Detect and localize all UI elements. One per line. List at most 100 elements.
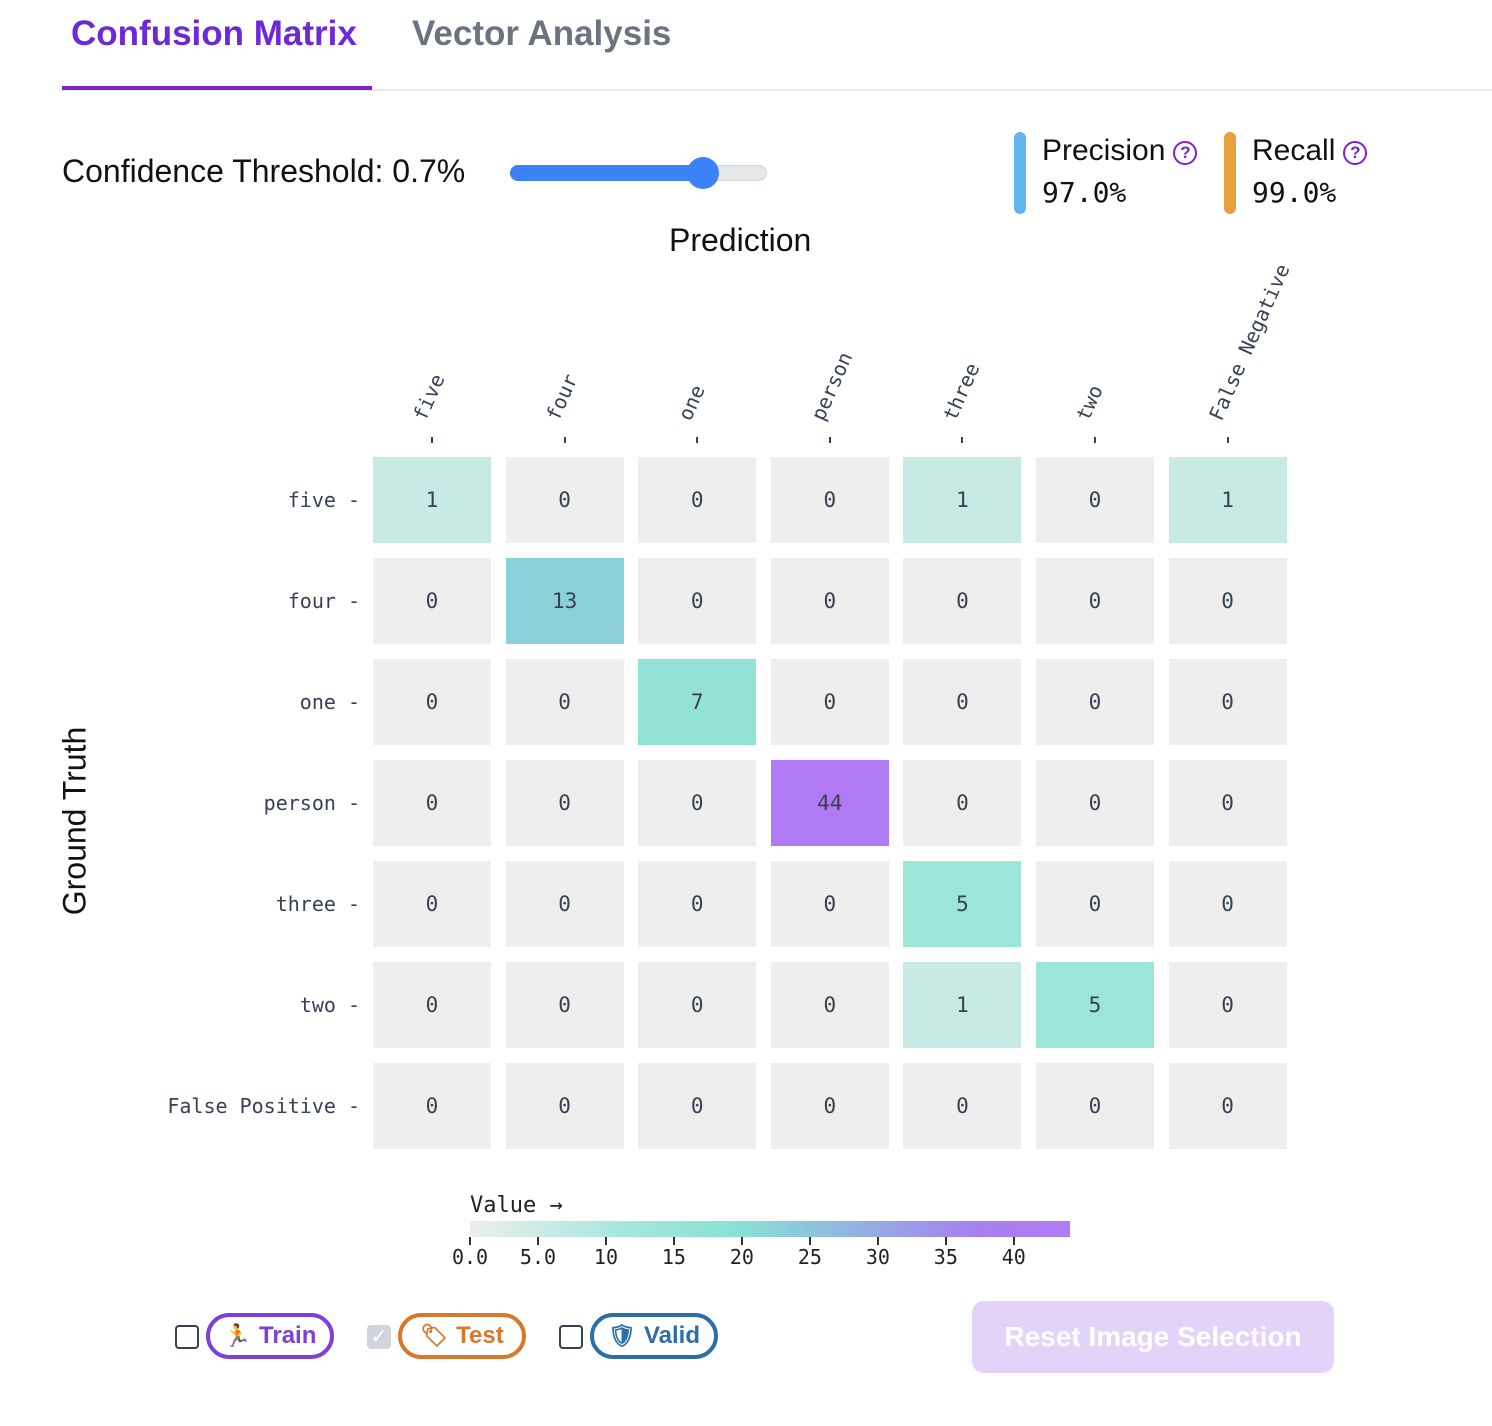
- matrix-cell[interactable]: 0: [638, 962, 757, 1048]
- column-label: five: [408, 370, 450, 424]
- question-circle-icon[interactable]: ?: [1343, 141, 1368, 165]
- matrix-cell[interactable]: 0: [903, 1063, 1022, 1149]
- test-filter-pill[interactable]: 🏷 Test: [398, 1313, 526, 1359]
- column-label: one: [673, 381, 710, 424]
- matrix-cell[interactable]: 0: [1168, 558, 1287, 644]
- precision-color-bar: [1014, 132, 1026, 214]
- matrix-cell[interactable]: 0: [1168, 760, 1287, 846]
- matrix-cell[interactable]: 0: [373, 962, 491, 1048]
- matrix-cell[interactable]: 7: [638, 659, 757, 745]
- matrix-cell[interactable]: 0: [1168, 659, 1287, 745]
- colorscale-tick-label: 30: [865, 1245, 890, 1269]
- train-checkbox[interactable]: [175, 1325, 199, 1349]
- tag-icon: 🏷: [420, 1323, 449, 1348]
- active-tab-indicator: [62, 86, 372, 90]
- recall-color-bar: [1224, 132, 1236, 214]
- colorscale-tick: [604, 1237, 607, 1245]
- matrix-cell[interactable]: 0: [505, 457, 624, 543]
- colorscale-tick: [876, 1237, 879, 1245]
- valid-label: Valid: [643, 1322, 700, 1349]
- column-label: four: [540, 370, 583, 424]
- matrix-cell[interactable]: 1: [903, 962, 1022, 1048]
- matrix-cell[interactable]: 13: [505, 558, 624, 644]
- precision-value: 97.0%: [1042, 176, 1127, 209]
- question-circle-icon[interactable]: ?: [1173, 141, 1198, 165]
- train-label: Train: [259, 1322, 317, 1349]
- confidence-threshold-slider[interactable]: [510, 157, 767, 189]
- reset-image-selection-button[interactable]: Reset Image Selection: [972, 1301, 1334, 1373]
- matrix-cell[interactable]: 0: [373, 659, 491, 745]
- matrix-cell[interactable]: 0: [903, 558, 1022, 644]
- matrix-cell[interactable]: 0: [903, 760, 1022, 846]
- matrix-cell[interactable]: 0: [1036, 760, 1154, 846]
- matrix-cell[interactable]: 0: [638, 861, 757, 947]
- colorscale-tick-label: 0.0: [451, 1245, 489, 1269]
- colorscale-tick: [536, 1237, 539, 1245]
- colorscale-tick-label: 40: [1001, 1245, 1026, 1269]
- colorscale-tick: [740, 1237, 743, 1245]
- column-label: False Negative: [1203, 260, 1295, 424]
- matrix-cell[interactable]: 0: [505, 760, 624, 846]
- column-label: two: [1071, 381, 1108, 424]
- colorscale-tick-label: 5.0: [519, 1245, 557, 1269]
- matrix-cell[interactable]: 0: [770, 861, 889, 947]
- matrix-cell[interactable]: 0: [505, 1063, 624, 1149]
- matrix-cell[interactable]: 0: [638, 760, 757, 846]
- matrix-cell[interactable]: 0: [505, 659, 624, 745]
- valid-filter-pill[interactable]: 🛡 Valid: [590, 1313, 718, 1359]
- row-label: one -: [299, 690, 360, 714]
- matrix-cell[interactable]: 0: [373, 760, 491, 846]
- row-label: False Positive -: [167, 1094, 360, 1118]
- matrix-cell[interactable]: 1: [1168, 457, 1287, 543]
- matrix-cell[interactable]: 5: [903, 861, 1022, 947]
- train-filter-pill[interactable]: 🏃 Train: [206, 1313, 334, 1359]
- tab-vector-analysis[interactable]: Vector Analysis: [412, 14, 672, 53]
- column-tick: [431, 437, 433, 443]
- recall-title: Recall?: [1252, 134, 1368, 168]
- tab-confusion-matrix[interactable]: Confusion Matrix: [71, 14, 357, 53]
- matrix-cell[interactable]: 0: [770, 1063, 889, 1149]
- row-label: five -: [287, 488, 360, 512]
- matrix-cell[interactable]: 0: [373, 558, 491, 644]
- column-tick: [961, 437, 964, 443]
- matrix-cell[interactable]: 0: [1036, 1063, 1154, 1149]
- column-tick: [828, 437, 831, 443]
- matrix-cell[interactable]: 0: [1036, 861, 1154, 947]
- matrix-cell[interactable]: 0: [1168, 861, 1287, 947]
- test-checkbox[interactable]: ✓: [367, 1325, 391, 1349]
- column-tick: [1226, 437, 1229, 443]
- colorscale-bar: [470, 1221, 1070, 1237]
- precision-title: Precision?: [1042, 134, 1198, 168]
- matrix-cell[interactable]: 5: [1036, 962, 1154, 1048]
- running-person-icon: 🏃: [223, 1323, 252, 1348]
- matrix-cell[interactable]: 0: [1036, 457, 1154, 543]
- slider-thumb[interactable]: [686, 157, 719, 189]
- matrix-cell[interactable]: 44: [770, 760, 889, 846]
- matrix-cell[interactable]: 0: [505, 861, 624, 947]
- matrix-cell[interactable]: 0: [770, 558, 889, 644]
- colorscale-tick-label: 25: [797, 1245, 822, 1269]
- confidence-threshold-label: Confidence Threshold: 0.7%: [62, 153, 466, 189]
- matrix-cell[interactable]: 1: [903, 457, 1022, 543]
- matrix-cell[interactable]: 0: [638, 457, 757, 543]
- matrix-cell[interactable]: 1: [373, 457, 491, 543]
- colorscale-tick-label: 10: [593, 1245, 618, 1269]
- matrix-cell[interactable]: 0: [1036, 659, 1154, 745]
- matrix-cell[interactable]: 0: [770, 457, 889, 543]
- colorscale-tick: [944, 1237, 947, 1245]
- matrix-cell[interactable]: 0: [638, 1063, 757, 1149]
- matrix-cell[interactable]: 0: [373, 1063, 491, 1149]
- colorscale-tick: [808, 1237, 811, 1245]
- matrix-cell[interactable]: 0: [373, 861, 491, 947]
- matrix-cell[interactable]: 0: [1036, 558, 1154, 644]
- matrix-cell[interactable]: 0: [770, 962, 889, 1048]
- colorscale-tick: [469, 1237, 471, 1245]
- matrix-cell[interactable]: 0: [638, 558, 757, 644]
- matrix-cell[interactable]: 0: [1168, 1063, 1287, 1149]
- matrix-cell[interactable]: 0: [903, 659, 1022, 745]
- matrix-cell[interactable]: 0: [770, 659, 889, 745]
- matrix-cell[interactable]: 0: [505, 962, 624, 1048]
- valid-checkbox[interactable]: [559, 1325, 583, 1349]
- matrix-cell[interactable]: 0: [1168, 962, 1287, 1048]
- recall-value: 99.0%: [1252, 176, 1337, 209]
